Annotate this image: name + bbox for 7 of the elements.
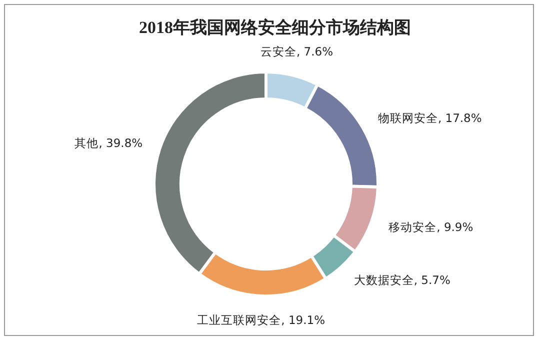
slice-label: 大数据安全, 5.7% xyxy=(354,272,450,287)
chart-title: 2018年我国网络安全细分市场结构图 xyxy=(139,18,411,37)
slice-label: 移动安全, 9.9% xyxy=(388,220,474,234)
slice-label: 工业互联网安全, 19.1% xyxy=(197,312,326,327)
slice-label: 其他, 39.8% xyxy=(74,136,143,150)
slice-label: 物联网安全, 17.8% xyxy=(378,110,482,125)
slice-label: 云安全, 7.6% xyxy=(260,44,334,59)
